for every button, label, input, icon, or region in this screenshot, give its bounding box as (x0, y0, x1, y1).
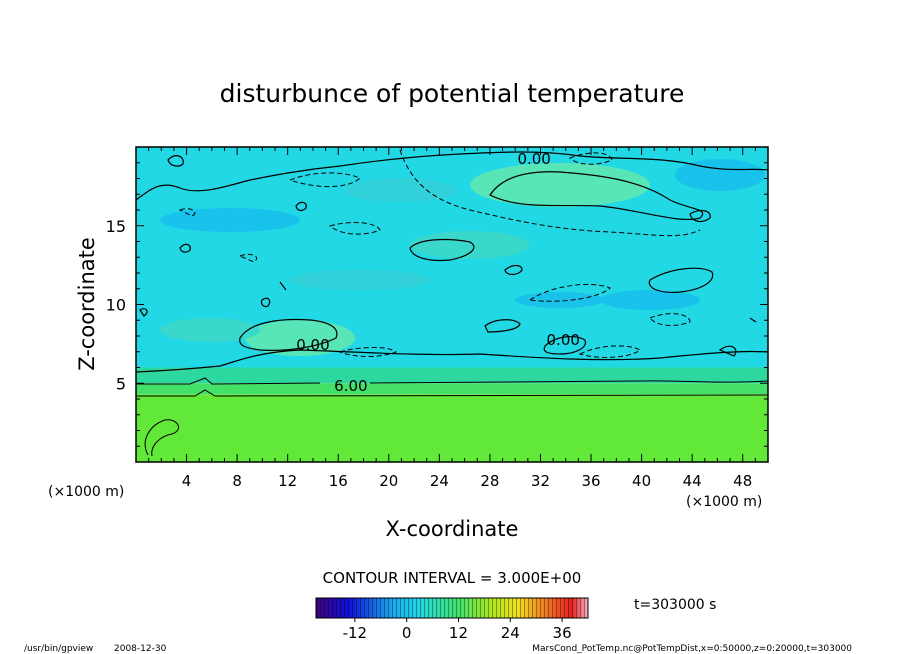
dashed-contours (178, 149, 701, 358)
contour-line (484, 319, 521, 333)
colorbar-tick-label: 36 (553, 624, 572, 642)
contour-line (543, 336, 586, 355)
contour-line (295, 201, 307, 212)
contour-line (167, 155, 184, 167)
x-unit-label-right: (×1000 m) (686, 494, 762, 510)
x-tick-label: 24 (430, 472, 449, 490)
dashed-contour (178, 208, 258, 263)
y-tick-label: 15 (106, 217, 126, 236)
colorbar-tick-label: -12 (343, 624, 368, 642)
x-tick-label: 32 (531, 472, 550, 490)
dashed-contour (399, 149, 701, 237)
colorbar-frame (315, 597, 589, 619)
field-layer (136, 383, 768, 395)
x-tick-label: 28 (480, 472, 499, 490)
x-axis-title: X-coordinate (386, 517, 519, 541)
y-axis: 5 10 15 (106, 162, 768, 447)
field-blob (345, 178, 455, 202)
dashed-contour (569, 152, 613, 165)
contour-line (648, 267, 714, 293)
x-tick-label: 44 (683, 472, 702, 490)
field-layer (136, 367, 768, 384)
x-tick-label: 8 (232, 472, 242, 490)
field-blob (600, 290, 700, 310)
contour-line (136, 377, 768, 385)
field-blob (470, 163, 650, 207)
contour-line (260, 281, 757, 323)
colorbar-tick-label: 24 (501, 624, 520, 642)
contour-line (144, 419, 179, 457)
contour-label: 0.00 (547, 331, 580, 349)
contour-line (409, 238, 475, 262)
dashed-contour (528, 283, 611, 302)
plot-area: 0.00 0.00 0.00 6.00 (136, 147, 768, 462)
x-tick-label: 12 (278, 472, 297, 490)
colorbar-ticks: -12 0 12 24 36 (343, 618, 572, 642)
contour-label: 0.00 (517, 150, 550, 168)
field-blob (675, 159, 765, 191)
x-tick-label: 4 (182, 472, 192, 490)
chart-title: disturbunce of potential temperature (220, 79, 685, 108)
contour-label: 6.00 (334, 377, 367, 395)
footer-source: MarsCond_PotTemp.nc@PotTempDist,x=0:5000… (532, 644, 852, 654)
x-axis: 4 8 12 16 20 24 28 32 36 40 44 48 (148, 147, 756, 490)
contour-line (136, 349, 768, 373)
x-unit-label-left: (×1000 m) (48, 484, 124, 500)
field-blob (245, 320, 355, 356)
dashed-contour (288, 172, 361, 188)
field-blob (160, 318, 260, 342)
contour-label: 0.00 (296, 336, 329, 354)
contour-interval-label: CONTOUR INTERVAL = 3.000E+00 (323, 569, 582, 587)
colorbar: -12 0 12 24 36 (315, 597, 589, 642)
contour-lines (136, 151, 768, 457)
field-blobs (160, 159, 765, 356)
field-layer (136, 394, 768, 462)
contour-line (136, 151, 768, 201)
colorbar-tick-label: 12 (449, 624, 468, 642)
dashed-contour (328, 222, 381, 235)
contour-line (239, 318, 338, 351)
time-label: t=303000 s (634, 597, 716, 613)
field-blob (515, 292, 605, 308)
contour-line (504, 264, 523, 276)
footer-program: /usr/bin/gpview (24, 644, 93, 654)
dashed-contour (649, 313, 691, 326)
contour-labels: 0.00 0.00 0.00 6.00 (296, 150, 580, 395)
dashed-contour (338, 347, 397, 357)
contour-line (689, 209, 711, 223)
x-tick-label: 48 (733, 472, 752, 490)
contour-line (179, 243, 191, 253)
field-blob (410, 231, 530, 259)
y-tick-label: 5 (116, 374, 126, 393)
dashed-contour (578, 345, 641, 358)
x-tick-label: 40 (632, 472, 651, 490)
x-tick-label: 16 (329, 472, 348, 490)
colorbar-tick-label: 0 (402, 624, 412, 642)
contour-line (139, 308, 737, 357)
field-blob (160, 208, 300, 232)
field-blob (290, 270, 430, 290)
footer-date: 2008-12-30 (114, 644, 167, 654)
x-tick-label: 20 (379, 472, 398, 490)
y-axis-title: Z-coordinate (75, 237, 99, 371)
y-tick-label: 10 (106, 296, 126, 315)
colorbar-stripes (316, 598, 588, 618)
x-tick-label: 36 (581, 472, 600, 490)
